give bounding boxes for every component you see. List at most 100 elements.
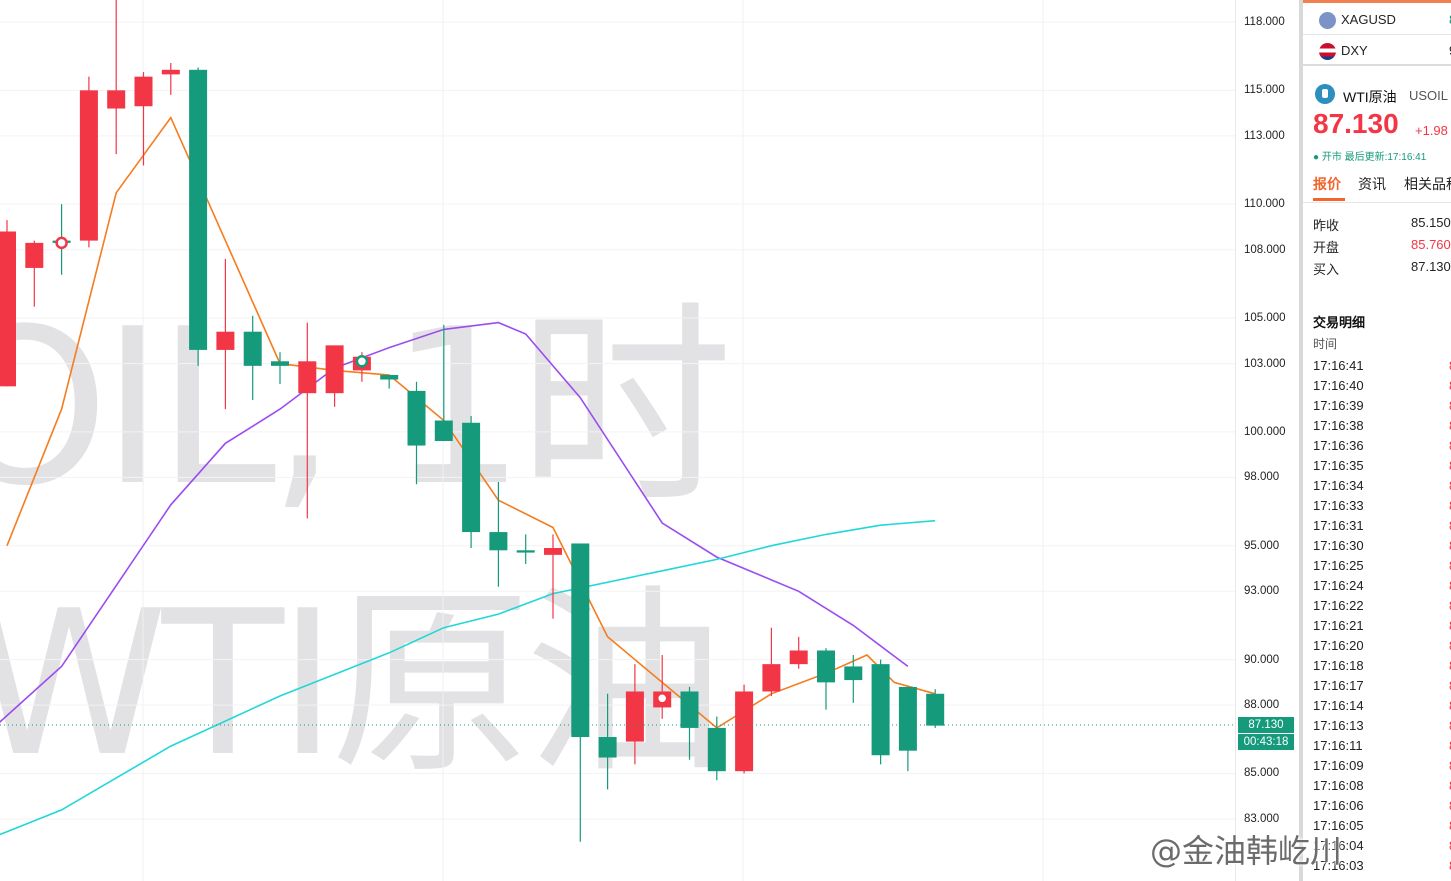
- tab-related[interactable]: 相关品种: [1404, 176, 1451, 192]
- candle-body: [462, 422, 481, 533]
- oil-icon: [1315, 84, 1335, 104]
- candle: [462, 415, 481, 549]
- y-tick-label: 100.000: [1244, 425, 1286, 438]
- candle-body: [325, 345, 344, 394]
- candle-body: [434, 420, 453, 441]
- chart-area[interactable]: OIL, 1时 WTI原油: [0, 0, 1235, 881]
- trade-time: 17:16:21: [1313, 618, 1364, 633]
- trade-price: 8: [1449, 558, 1451, 573]
- y-tick-label: 118.000: [1244, 16, 1285, 28]
- candle-body: [571, 543, 590, 738]
- trade-time: 17:16:20: [1313, 638, 1364, 653]
- candle: [817, 648, 835, 710]
- candle-body: [271, 361, 289, 366]
- trades-title: 交易明细: [1313, 315, 1366, 330]
- candle: [625, 664, 644, 765]
- candle: [516, 534, 535, 564]
- us-flag-icon: [1319, 43, 1336, 60]
- trade-price: 8: [1449, 458, 1451, 473]
- trade-time: 17:16:09: [1313, 758, 1364, 773]
- trade-price: 8: [1449, 478, 1451, 493]
- quote-value-open: 85.760: [1411, 237, 1451, 252]
- tab-news[interactable]: 资讯: [1358, 176, 1386, 192]
- trade-price: 8: [1449, 818, 1451, 833]
- candle-body: [0, 231, 16, 387]
- watchlist-symbol: DXY: [1341, 43, 1368, 58]
- candle-body: [871, 664, 890, 756]
- moving-average-line-3: [0, 519, 936, 836]
- trade-time: 17:16:31: [1313, 518, 1364, 533]
- candle: [680, 686, 699, 760]
- trade-time: 17:16:30: [1313, 538, 1364, 553]
- trade-price: 8: [1449, 538, 1451, 553]
- candle: [926, 689, 945, 728]
- trade-time: 17:16:17: [1313, 678, 1364, 693]
- watchlist-value: 8: [1449, 12, 1451, 27]
- candle: [844, 655, 863, 703]
- trade-time: 17:16:14: [1313, 698, 1364, 713]
- candle: [735, 684, 754, 774]
- y-tick-label: 88.000: [1244, 699, 1280, 712]
- trade-price: 8: [1449, 658, 1451, 673]
- trade-price: 8: [1449, 438, 1451, 453]
- candle-body: [134, 76, 153, 107]
- y-tick-label: 90.000: [1244, 653, 1280, 666]
- candle: [571, 543, 590, 842]
- candle-body: [79, 90, 98, 241]
- y-tick-label: 105.000: [1244, 312, 1286, 325]
- trade-time: 17:16:11: [1313, 738, 1363, 753]
- tab-quote[interactable]: 报价: [1313, 176, 1341, 192]
- candle: [0, 220, 16, 387]
- candle-body: [926, 693, 945, 726]
- watchlist-item-dxy[interactable]: DXY 9: [1303, 37, 1451, 65]
- silver-icon: [1319, 12, 1336, 29]
- candle: [189, 67, 208, 366]
- price-axis[interactable]: 118.000 115.000 113.000 110.000 108.000 105.0…: [1235, 0, 1300, 881]
- candle: [161, 62, 180, 95]
- y-tick-label: 103.000: [1244, 357, 1286, 370]
- candle-body: [817, 650, 835, 683]
- trade-time: 17:16:24: [1313, 578, 1364, 593]
- watchlist-value: 9: [1449, 43, 1451, 58]
- trade-time: 17:16:03: [1313, 858, 1364, 873]
- candle: [380, 374, 399, 389]
- candle: [489, 481, 508, 587]
- trade-price: 8: [1449, 698, 1451, 713]
- candle-body: [598, 737, 617, 758]
- candlestick-chart[interactable]: [0, 0, 1235, 881]
- candle-body: [243, 331, 262, 366]
- trade-price: 8: [1449, 718, 1451, 733]
- candle-body: [489, 532, 508, 551]
- candle: [298, 322, 317, 519]
- trade-time: 17:16:22: [1313, 598, 1364, 613]
- last-price-tag: 87.130: [1238, 716, 1294, 733]
- y-tick-label: 83.000: [1244, 813, 1280, 825]
- trade-time: 17:16:25: [1313, 558, 1364, 573]
- trade-price: 8: [1449, 418, 1451, 433]
- candle-body: [516, 550, 535, 553]
- y-tick-label: 110.000: [1244, 198, 1285, 211]
- candle-body: [25, 242, 44, 268]
- trade-price: 8: [1449, 638, 1451, 653]
- trade-price: 8: [1449, 758, 1451, 773]
- candle-body: [189, 69, 208, 350]
- trade-time: 17:16:38: [1313, 418, 1364, 433]
- candle: [598, 693, 617, 790]
- trade-price: 8: [1449, 598, 1451, 613]
- quote-label-bid: 买入: [1313, 262, 1340, 277]
- candle: [434, 324, 453, 441]
- watchlist-item-xagusd[interactable]: XAGUSD 8: [1303, 6, 1451, 34]
- trades-column-time: 时间: [1313, 337, 1338, 351]
- watermark-credit: @金油韩屹川: [1150, 832, 1343, 870]
- candle: [762, 627, 781, 697]
- candle-body: [380, 374, 399, 380]
- divider: [1303, 64, 1451, 66]
- candle-body: [898, 686, 917, 751]
- last-price: 87.130: [1313, 108, 1399, 139]
- trade-time: 17:16:05: [1313, 818, 1364, 833]
- y-tick-label: 98.000: [1244, 471, 1280, 484]
- symbol-name: WTI原油: [1343, 89, 1397, 105]
- quote-value-bid: 87.130: [1411, 259, 1451, 274]
- candle-body: [735, 691, 754, 772]
- y-tick-label: 93.000: [1244, 585, 1280, 598]
